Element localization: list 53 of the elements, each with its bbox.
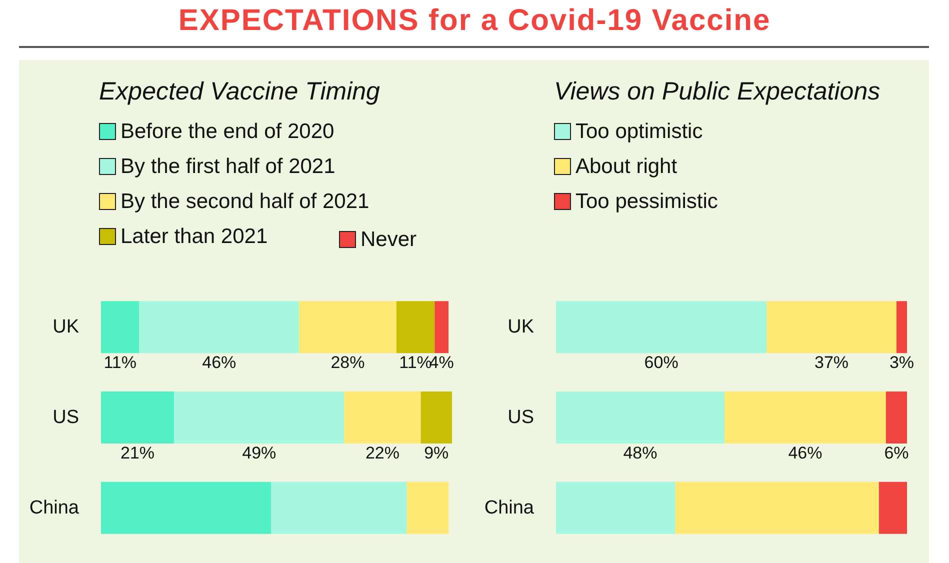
data-label: 48% [623,444,658,462]
data-label: 11% [399,353,432,372]
bar [420,392,452,444]
data-label: 22% [365,444,400,462]
data-label: 60% [644,353,678,372]
legend-label: Too optimistic [576,120,703,143]
legend-title: Expected Vaccine Timing [99,78,380,106]
bar [344,392,421,444]
bar [556,301,767,354]
bar [878,482,907,534]
bar [886,392,907,444]
bar [174,392,344,444]
legend-label: Before the end of 2020 [120,120,334,143]
legend-label: By the first half of 2021 [120,155,336,178]
bar [896,301,907,354]
bar [766,301,896,354]
data-label: 6% [884,444,909,462]
y-tick-label: UK [508,316,534,338]
y-tick-label: China [484,497,534,518]
y-tick-label: China [29,497,80,518]
data-label: 28% [330,353,365,372]
legend-title: Views on Public Expectations [554,78,880,106]
data-label: 9% [424,444,449,462]
bar [406,482,449,534]
bar [139,301,300,354]
bar [396,301,435,354]
data-label: 46% [202,353,236,372]
data-label: 46% [788,444,822,462]
data-label: 3% [889,353,914,372]
legend-label: Later than 2021 [120,225,268,248]
legend-label: Too pessimistic [576,190,718,213]
bar [101,392,174,444]
data-label: 11% [104,353,136,372]
bar [724,392,886,444]
bar [101,482,272,534]
y-tick-label: US [52,407,79,428]
data-label: 37% [814,353,849,372]
y-tick-label: US [508,407,534,428]
data-label: 21% [120,444,155,462]
chart-title: EXPECTATIONS for a Covid-19 Vaccine [177,4,772,38]
data-label: 4% [429,353,454,372]
legend-label: About right [576,155,678,178]
bar [271,482,407,534]
data-label: 49% [242,444,276,462]
bar [556,482,676,534]
bar [299,301,396,354]
y-tick-label: UK [52,316,80,338]
legend-label: By the second half of 2021 [120,190,370,213]
bar [556,392,724,444]
bar [101,301,140,354]
legend-label: Never [360,228,417,251]
bar [434,301,449,354]
bar [675,482,879,534]
